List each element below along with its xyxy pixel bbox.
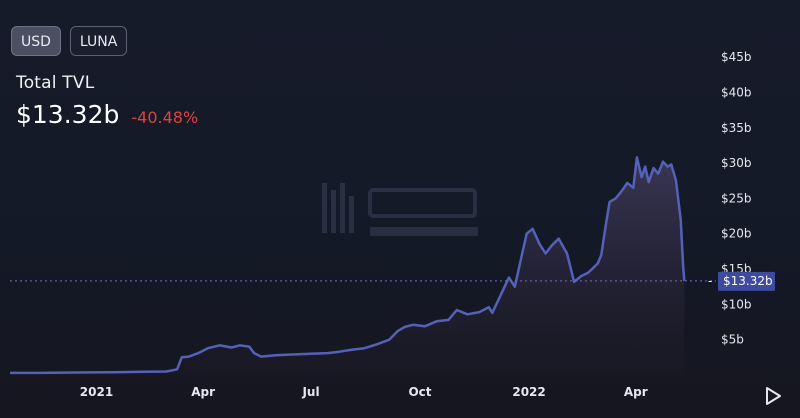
x-tick-label: Jul <box>301 385 319 399</box>
tvl-line <box>10 156 686 375</box>
y-tick-label: $40b <box>721 85 752 99</box>
tvl-area-fill <box>10 157 685 375</box>
x-tick-label: Apr <box>624 385 648 399</box>
x-tick-label: Oct <box>408 385 431 399</box>
y-tick-label: $10b <box>721 297 752 311</box>
play-icon <box>766 387 781 405</box>
current-value-label: $13.32b <box>723 274 773 288</box>
y-axis: $5b$10b$15b$20b$25b$30b$35b$40b$45b <box>721 50 752 347</box>
y-tick-label: $30b <box>721 156 752 170</box>
current-value-tag: - $13.32b <box>708 271 775 291</box>
tvl-title: Total TVL <box>16 73 95 93</box>
play-button[interactable] <box>764 385 784 407</box>
luna-toggle-button[interactable]: LUNA <box>69 26 128 56</box>
y-tick-label: $20b <box>721 227 752 241</box>
y-tick-label: $5b <box>721 333 744 347</box>
x-axis: 2021 Apr Jul Oct 2022 Apr <box>80 385 648 399</box>
usd-toggle-button[interactable]: USD <box>11 26 61 56</box>
x-tick-label: 2022 <box>512 385 545 399</box>
watermark <box>322 183 478 236</box>
y-tick-label: $35b <box>721 121 752 135</box>
y-tick-label: $45b <box>721 50 752 64</box>
x-tick-label: Apr <box>191 385 215 399</box>
currency-toggle: USD LUNA <box>11 26 128 56</box>
y-tick-label: $25b <box>721 191 752 205</box>
current-value-dash: - <box>708 274 712 288</box>
tvl-value: $13.32b <box>16 100 120 129</box>
tvl-header: Total TVL $13.32b -40.48% <box>16 73 198 129</box>
x-tick-label: 2021 <box>80 385 113 399</box>
tvl-change: -40.48% <box>131 108 199 127</box>
tvl-value-row: $13.32b -40.48% <box>16 100 198 129</box>
